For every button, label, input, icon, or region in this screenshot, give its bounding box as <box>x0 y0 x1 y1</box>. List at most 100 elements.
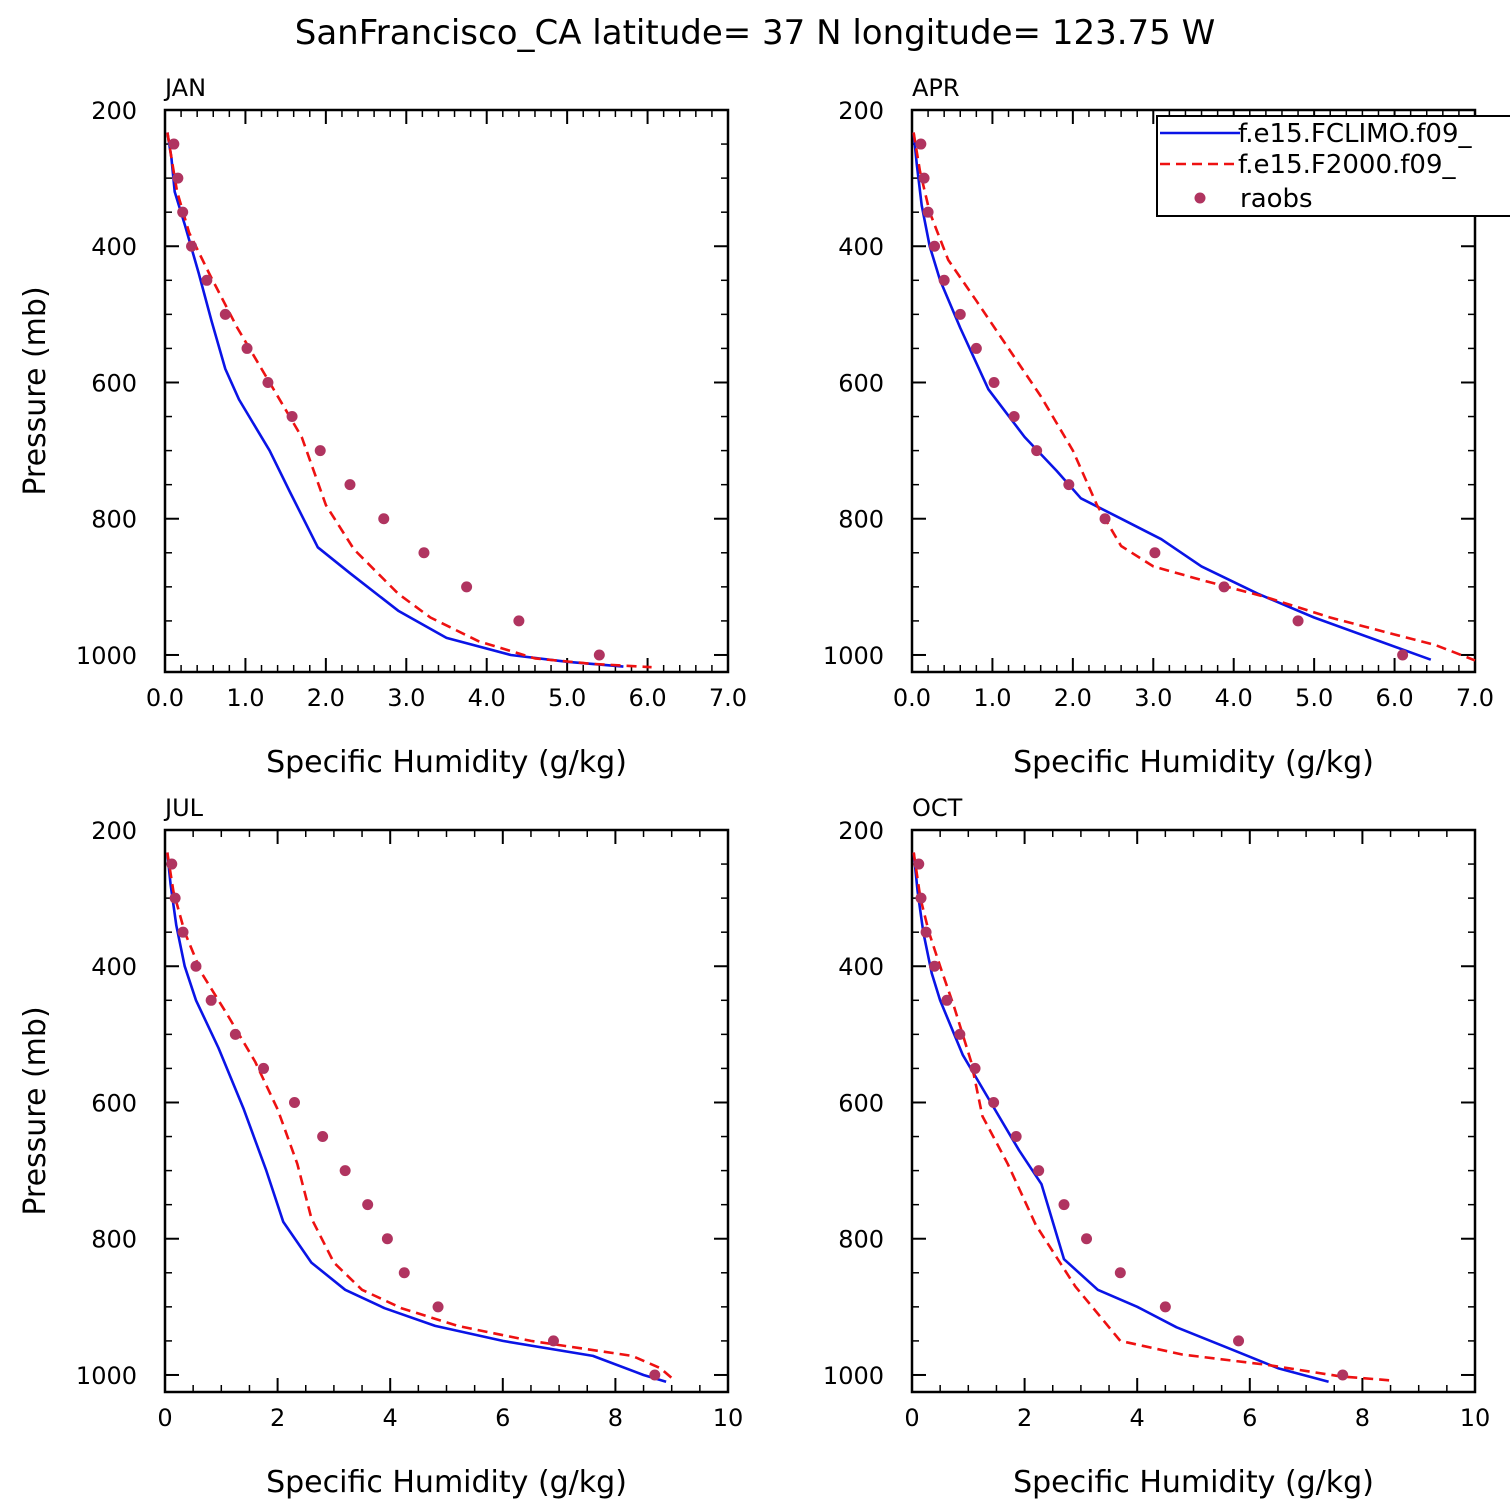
x-tick-label: 0.0 <box>893 684 931 712</box>
raobs-point <box>362 1199 374 1211</box>
x-axis-label: Specific Humidity (g/kg) <box>1013 745 1374 780</box>
raobs-point <box>262 376 274 388</box>
fclimo-series-line <box>166 132 624 668</box>
raobs-point <box>258 1062 270 1074</box>
raobs-point <box>241 342 253 354</box>
raobs-point <box>929 240 941 252</box>
f2000-series-line <box>166 852 676 1382</box>
raobs-point <box>1063 479 1075 491</box>
raobs-point <box>988 1096 1000 1108</box>
x-tick-label: 2.0 <box>1054 684 1092 712</box>
panel-oct: OCT 0 2 4 6 8 10 200 400 600 800 1000 Specific Humid… <box>823 794 1490 1500</box>
raobs-point <box>938 274 950 286</box>
raobs-point <box>547 1335 559 1347</box>
plot-frame <box>163 828 730 1394</box>
raobs-point <box>177 926 189 938</box>
y-tick-label: 800 <box>91 1226 137 1254</box>
x-axis-label: Specific Humidity (g/kg) <box>266 745 627 780</box>
x-tick-label: 6.0 <box>628 684 666 712</box>
x-tick-label: 4 <box>383 1404 398 1432</box>
x-tick-label: 6 <box>495 1404 510 1432</box>
y-tick-label: 600 <box>91 1089 137 1117</box>
y-tick-label: 1000 <box>823 642 884 670</box>
x-tick-label: 8 <box>1355 1404 1370 1432</box>
panel-jan: JAN 0.0 1.0 2.0 3.0 4.0 5.0 6.0 7.0 200 400 600 800 1… <box>18 74 747 780</box>
raobs-point <box>920 926 932 938</box>
x-tick-label: 1.0 <box>226 684 264 712</box>
raobs-point <box>922 206 934 218</box>
legend: f.e15.FCLIMO.f09_f.e15.F2000.f09_raobs <box>1156 115 1510 217</box>
raobs-point <box>915 892 927 904</box>
raobs-point <box>378 513 390 525</box>
raobs-point <box>317 1131 329 1143</box>
y-tick-label: 400 <box>91 953 137 981</box>
raobs-point <box>1233 1335 1245 1347</box>
raobs-point <box>970 342 982 354</box>
raobs-point <box>915 138 927 150</box>
raobs-point <box>1031 445 1043 457</box>
x-axis-label: Specific Humidity (g/kg) <box>1013 1465 1374 1500</box>
raobs-point <box>201 274 213 286</box>
raobs-point <box>398 1267 410 1279</box>
x-tick-label: 6 <box>1242 1404 1257 1432</box>
raobs-point <box>954 308 966 320</box>
y-tick-label: 800 <box>838 1226 884 1254</box>
x-tick-label: 7.0 <box>1456 684 1494 712</box>
x-tick-label: 10 <box>1460 1404 1491 1432</box>
raobs-point <box>593 649 605 661</box>
raobs-point <box>969 1062 981 1074</box>
raobs-point <box>1292 615 1304 627</box>
raobs-point <box>649 1369 661 1381</box>
panel-label: OCT <box>912 794 963 822</box>
raobs-point <box>169 892 181 904</box>
raobs-point <box>314 445 326 457</box>
y-tick-label: 400 <box>838 233 884 261</box>
panel-label: JUL <box>163 794 204 822</box>
raobs-point <box>1397 649 1409 661</box>
legend-entry-label: f.e15.FCLIMO.f09_ <box>1238 119 1472 149</box>
raobs-point <box>418 547 430 559</box>
panel-jul: JUL 0 2 4 6 8 10 200 400 600 800 1000 Specific Humid… <box>18 794 743 1500</box>
raobs-point <box>1114 1267 1126 1279</box>
raobs-point <box>186 240 198 252</box>
x-tick-label: 8 <box>608 1404 623 1432</box>
x-tick-label: 10 <box>713 1404 744 1432</box>
raobs-point <box>381 1233 393 1245</box>
y-tick-label: 1000 <box>823 1362 884 1390</box>
f2000-series-line <box>912 132 1476 662</box>
raobs-point <box>172 172 184 184</box>
raobs-point <box>177 206 189 218</box>
raobs-point <box>941 994 953 1006</box>
x-tick-label: 2.0 <box>307 684 345 712</box>
x-tick-label: 6.0 <box>1375 684 1413 712</box>
y-tick-label: 1000 <box>76 1362 137 1390</box>
raobs-point <box>286 411 298 423</box>
raobs-point <box>918 172 930 184</box>
x-tick-label: 4.0 <box>468 684 506 712</box>
plot-frame <box>163 108 730 674</box>
raobs-point <box>1149 547 1161 559</box>
fclimo-series-line <box>166 852 667 1384</box>
y-tick-label: 800 <box>838 506 884 534</box>
x-tick-label: 1.0 <box>973 684 1011 712</box>
raobs-point <box>1099 513 1111 525</box>
raobs-point <box>913 858 925 870</box>
legend-entry-label: raobs <box>1240 184 1313 214</box>
legend-swatch-dot <box>1194 192 1206 204</box>
x-tick-label: 3.0 <box>1134 684 1172 712</box>
raobs-point <box>168 138 180 150</box>
x-tick-label: 4 <box>1130 1404 1145 1432</box>
panel-label: APR <box>912 74 960 102</box>
x-tick-label: 3.0 <box>387 684 425 712</box>
raobs-point <box>344 479 356 491</box>
raobs-point <box>1033 1165 1045 1177</box>
raobs-point <box>1218 581 1230 593</box>
plot-frame <box>910 108 1477 674</box>
y-tick-label: 200 <box>838 817 884 845</box>
y-tick-label: 600 <box>838 369 884 397</box>
raobs-point <box>1337 1369 1349 1381</box>
raobs-point <box>205 994 217 1006</box>
y-tick-label: 800 <box>91 506 137 534</box>
y-axis-label: Pressure (mb) <box>18 286 53 495</box>
